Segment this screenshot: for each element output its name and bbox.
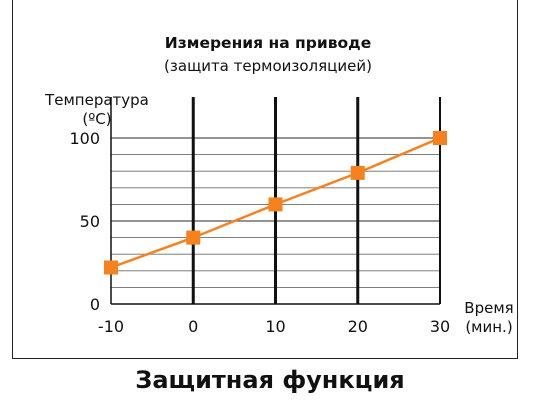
y-axis-label: Температура [44,91,149,109]
x-tick-label: 30 [430,317,450,336]
plot-area: 0 50 100 -10 0 10 20 30 [69,97,450,336]
data-point [268,197,283,212]
x-tick-label: -10 [98,317,124,336]
chart-frame [12,0,518,359]
x-tick-label: 0 [188,317,198,336]
x-tick-label: 10 [265,317,285,336]
data-point [186,230,201,245]
y-axis-unit-label: (ºС) [82,110,111,128]
x-axis-label: Время [464,299,513,317]
chart-subtitle: (защита термоизоляцией) [164,57,372,75]
data-point [350,165,365,180]
data-point [104,260,118,275]
line-chart: Измерения на приводе (защита термоизоляц… [44,34,514,336]
y-tick-label: 0 [90,295,100,314]
data-point [433,131,447,145]
x-axis-unit-label: (мин.) [465,318,512,336]
y-tick-label: 100 [69,129,100,148]
chart-title: Измерения на приводе [165,34,371,52]
x-tick-label: 20 [348,317,368,336]
figure-caption: Защитная функция [135,366,405,394]
y-tick-label: 50 [80,212,100,231]
